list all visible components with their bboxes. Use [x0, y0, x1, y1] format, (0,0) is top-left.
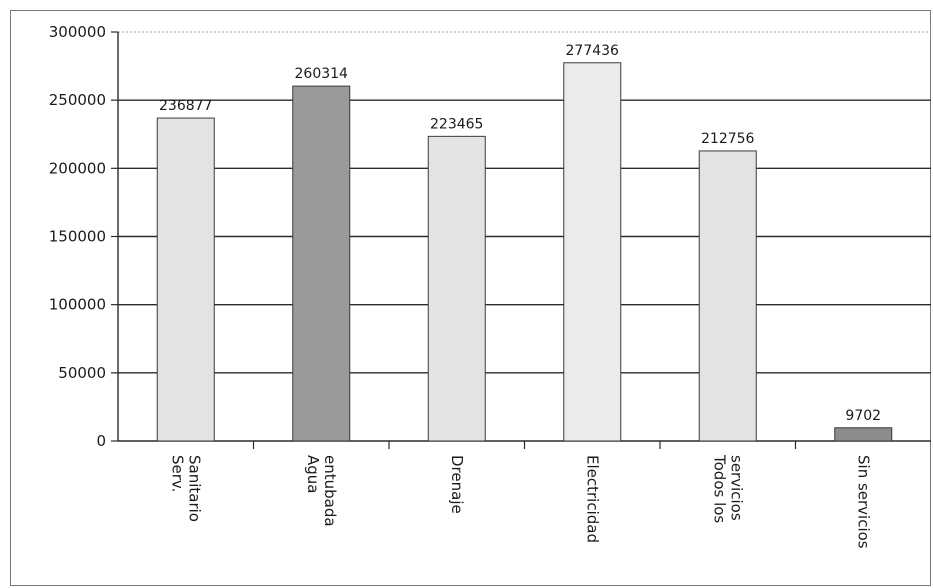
- y-tick-label: 0: [96, 432, 106, 450]
- data-label: 9702: [845, 408, 881, 424]
- category-label: Serv. Sanitario: [168, 455, 203, 522]
- category-label-line: Serv.: [168, 455, 186, 492]
- category-label-line: Agua: [304, 455, 322, 493]
- category-label: Sin servicios: [854, 455, 872, 549]
- category-label-line: Electricidad: [583, 455, 601, 543]
- bar: [563, 62, 622, 442]
- data-label: 223465: [430, 116, 483, 132]
- y-tick-label: 100000: [49, 296, 106, 314]
- category-label: Drenaje: [448, 455, 466, 514]
- bar: [156, 117, 215, 442]
- category-label-line: Sin servicios: [854, 455, 872, 549]
- bar: [427, 135, 486, 442]
- data-label: 212756: [701, 131, 755, 147]
- category-label-line: servicios: [727, 455, 745, 521]
- bar: [292, 85, 351, 442]
- y-tick-label: 200000: [49, 159, 106, 177]
- y-tick-label: 250000: [49, 91, 106, 109]
- bar: [698, 150, 757, 442]
- y-tick-label: 50000: [58, 364, 106, 382]
- category-label: Agua entubada: [304, 455, 339, 527]
- category-label-line: Sanitario: [185, 455, 203, 522]
- category-label: Todos los servicios: [710, 454, 745, 523]
- category-label-line: Drenaje: [448, 455, 466, 514]
- data-label: 260314: [295, 66, 349, 82]
- y-tick-label: 150000: [49, 228, 106, 246]
- y-tick-label: 300000: [49, 23, 106, 41]
- category-label: Electricidad: [583, 455, 601, 543]
- category-label-line: entubada: [321, 455, 339, 527]
- data-label: 277436: [566, 43, 620, 59]
- data-label: 236877: [159, 98, 212, 114]
- bar: [834, 427, 893, 442]
- category-label-line: Todos los: [710, 454, 728, 523]
